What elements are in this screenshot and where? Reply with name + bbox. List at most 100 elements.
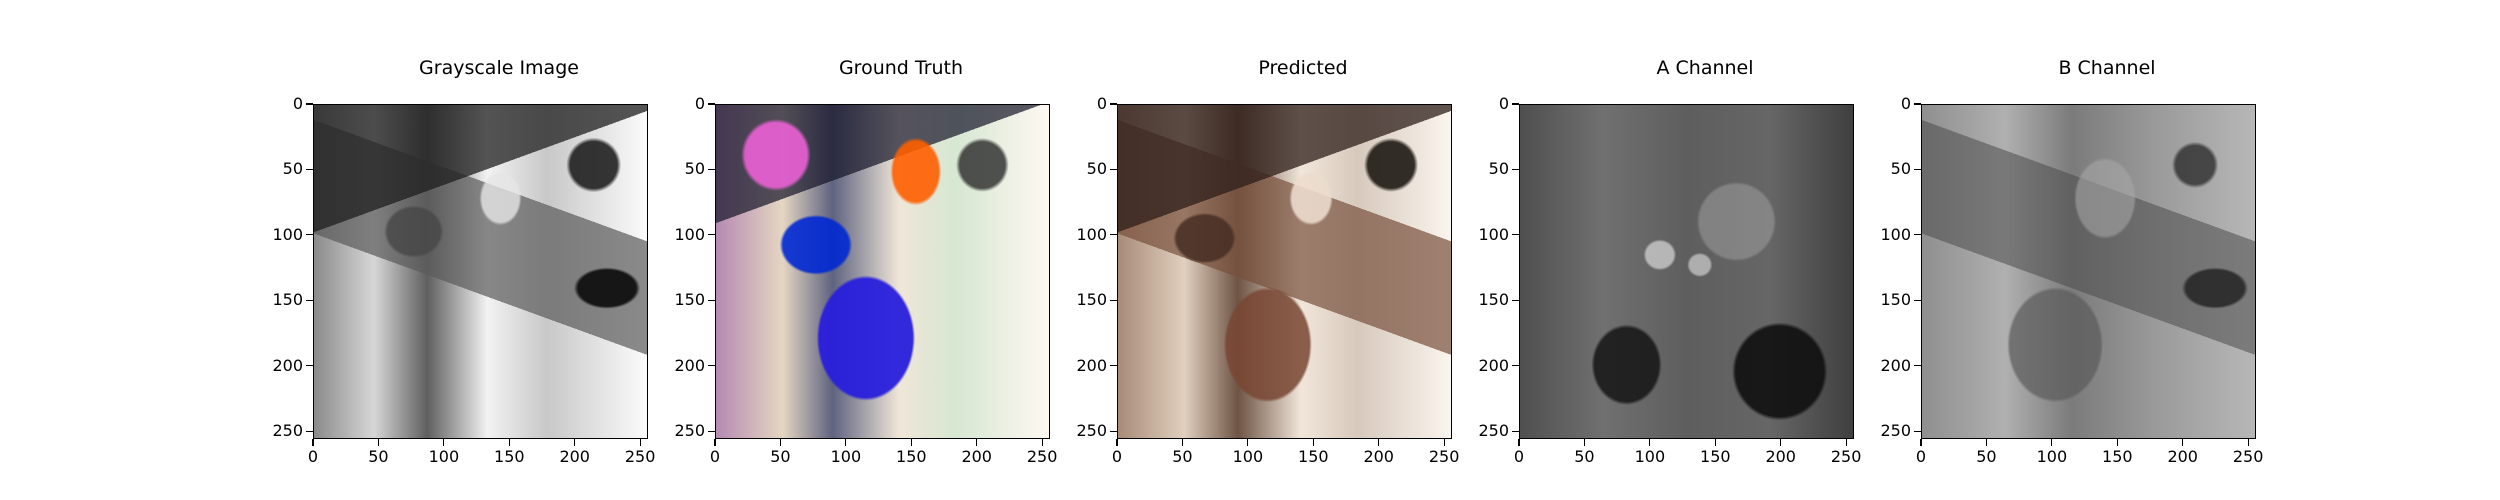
x-tick-label: 200 (1363, 447, 1394, 466)
x-tick (1247, 439, 1249, 446)
y-tick (1512, 430, 1519, 432)
y-tick-label: 100 (1880, 224, 1911, 244)
panel-title: Ground Truth (838, 57, 964, 79)
x-tick (2247, 439, 2249, 446)
x-tick (976, 439, 978, 446)
y-tick-label: 0 (1096, 94, 1107, 113)
panel-title: Predicted (1258, 57, 1348, 79)
x-tick (910, 439, 912, 446)
x-tick-label: 0 (307, 447, 319, 466)
x-tick-label: 200 (961, 447, 992, 466)
y-tick-label: 0 (1900, 94, 1911, 113)
x-tick (1985, 439, 1988, 446)
x-tick-label: 100 (830, 447, 862, 466)
y-tick-label: 150 (1076, 290, 1107, 310)
x-tick-label: 0 (1111, 447, 1123, 466)
y-tick-label: 100 (674, 224, 705, 244)
x-tick (1714, 439, 1716, 446)
y-tick-label: 250 (272, 421, 303, 441)
y-tick-label: 200 (674, 355, 705, 375)
grayscale-photo (314, 105, 647, 438)
x-tick-label: 250 (1026, 447, 1058, 466)
x-tick-label: 50 (1574, 447, 1595, 466)
x-tick-label: 100 (1634, 447, 1666, 466)
x-tick (1518, 439, 1520, 446)
image-area (715, 104, 1050, 439)
panel-a-channel: A Channel 0 50 100 150 200 250 0 50 100 150 200 25… (1478, 20, 1915, 465)
x-tick (2116, 439, 2118, 446)
x-tick (1583, 439, 1586, 446)
y-tick-label: 250 (1880, 421, 1911, 441)
y-tick-label: 100 (272, 224, 303, 244)
y-tick-label: 200 (272, 355, 303, 375)
x-tick (508, 439, 510, 446)
x-tick (779, 439, 782, 446)
x-tick-label: 50 (1976, 447, 1997, 466)
y-tick (1512, 234, 1519, 236)
x-tick-label: 250 (1428, 447, 1460, 466)
y-tick (708, 168, 715, 171)
y-tick-label: 200 (1880, 355, 1911, 375)
x-tick (377, 439, 380, 446)
y-tick-label: 50 (684, 159, 705, 179)
y-tick (1914, 168, 1921, 171)
y-tick (306, 299, 313, 301)
x-tick (1116, 439, 1118, 446)
x-tick-label: 150 (494, 447, 525, 466)
x-tick-label: 0 (1513, 447, 1525, 466)
y-tick (708, 234, 715, 236)
x-tick (2051, 439, 2053, 446)
image-area (1117, 104, 1452, 439)
predicted-photo (1118, 105, 1451, 438)
y-tick (306, 168, 313, 171)
y-tick (1110, 365, 1117, 367)
x-tick-label: 0 (709, 447, 721, 466)
x-tick-label: 250 (624, 447, 656, 466)
y-tick-label: 250 (674, 421, 705, 441)
y-tick-label: 100 (1076, 224, 1107, 244)
panel-predicted: Predicted 0 50 100 150 200 250 0 50 100 150 200 25… (1076, 20, 1513, 465)
y-tick-label: 0 (292, 94, 303, 113)
x-tick (1649, 439, 1651, 446)
y-tick (1110, 299, 1117, 301)
x-tick-label: 200 (1765, 447, 1796, 466)
y-tick (1914, 234, 1921, 236)
x-tick-label: 150 (1298, 447, 1329, 466)
x-tick-label: 50 (368, 447, 389, 466)
y-tick (306, 103, 313, 105)
y-tick (1110, 430, 1117, 432)
y-tick-label: 150 (1478, 290, 1509, 310)
ground-truth-photo (716, 105, 1049, 438)
y-tick (708, 103, 715, 105)
x-tick-label: 50 (770, 447, 791, 466)
y-tick (1914, 430, 1921, 432)
y-tick-label: 250 (1076, 421, 1107, 441)
x-tick (1443, 439, 1445, 446)
x-tick (1181, 439, 1184, 446)
y-tick (708, 430, 715, 432)
x-tick-label: 200 (559, 447, 590, 466)
x-tick-label: 100 (1232, 447, 1264, 466)
y-tick-label: 200 (1076, 355, 1107, 375)
y-tick (1914, 299, 1921, 301)
panel-title: B Channel (2058, 57, 2156, 79)
x-tick (312, 439, 314, 446)
y-tick (1512, 299, 1519, 301)
y-tick-label: 200 (1478, 355, 1509, 375)
x-tick-label: 150 (2102, 447, 2133, 466)
image-area (1921, 104, 2256, 439)
x-tick-label: 100 (428, 447, 460, 466)
y-tick (1512, 168, 1519, 171)
y-tick-label: 150 (272, 290, 303, 310)
y-tick-label: 0 (1498, 94, 1509, 113)
x-tick (1312, 439, 1314, 446)
y-tick (708, 299, 715, 301)
x-tick (845, 439, 847, 446)
a-channel-photo (1520, 105, 1853, 438)
x-tick (1780, 439, 1782, 446)
y-tick (1512, 365, 1519, 367)
x-tick (2182, 439, 2184, 446)
x-tick-label: 100 (2036, 447, 2068, 466)
y-tick (306, 234, 313, 236)
y-tick-label: 0 (694, 94, 705, 113)
